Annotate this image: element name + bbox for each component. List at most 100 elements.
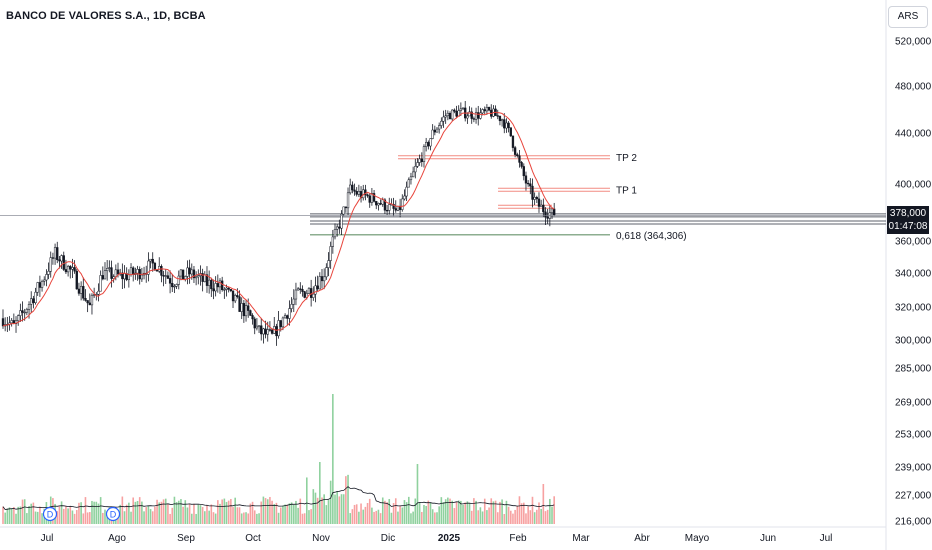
candle-body [435,128,439,133]
volume-bar [240,513,243,524]
volume-bar [416,464,419,524]
candle-body [353,189,356,192]
candle-body [25,309,29,313]
candle-body [184,276,187,280]
volume-bar [212,512,215,524]
volume-bar [329,480,332,524]
volume-bar [394,498,397,524]
volume-bar [158,502,161,524]
volume-bar [316,497,319,524]
y-tick-label: 520,000 [895,37,932,48]
volume-bar [481,511,484,524]
volume-bar [15,513,17,524]
candle-body [49,257,52,272]
candle-body [27,304,31,310]
candle-body [177,275,180,285]
volume-bar [338,496,341,524]
currency-button[interactable]: ARS [888,6,928,28]
volume-bar [188,504,191,524]
y-tick-label: 285,000 [895,364,932,375]
candle-body [425,142,428,147]
candle-body [116,269,120,275]
candle-body [294,289,298,300]
volume-bar [260,501,263,524]
candle-body [75,270,78,290]
volume-bar [275,502,278,524]
candle-body [416,162,419,167]
volume-bar [243,512,245,524]
x-axis-ticks: Jul Ago Sep Oct Nov Dic 2025 Feb Mar Abr Mayo Jun Ju… [41,533,833,544]
volume-bar [17,506,19,524]
y-tick-label: 227,000 [895,491,932,502]
candle-body [444,115,447,118]
candle-body [101,275,104,280]
candle-body [186,267,189,277]
candle-body [216,283,219,288]
volume-bar [125,504,128,524]
candle-body [318,276,321,290]
candle-body [266,329,269,335]
volume-bar [173,496,176,524]
candle-body [108,267,111,269]
volume-bar [249,503,252,524]
candle-body [427,142,430,147]
candle-body [542,204,545,213]
candle-body [513,147,517,155]
candle-body [275,326,278,337]
candle-body [30,298,33,305]
candle-body [90,294,94,306]
candle-body [485,107,489,112]
volume-bar [544,511,547,524]
candle-body [247,305,250,311]
volume-bar [384,500,386,524]
dividend-marker[interactable] [42,506,58,522]
volume-bar [10,508,13,524]
candle-body [114,269,117,277]
candle-body [466,115,469,119]
candle-body [45,274,48,281]
candle-body [290,304,293,309]
volume-bar [340,494,343,524]
volume-bar [358,511,360,524]
volume-bar [421,511,423,524]
volume-bar [442,502,445,524]
volume-bar [453,508,456,524]
volume-bar [494,500,497,524]
volume-bar [440,497,443,524]
volume-bar [549,498,551,524]
volume-bar [78,502,80,524]
candle-body [405,186,408,197]
candle-body [540,204,543,207]
volume-bar [444,499,447,524]
candle-body [520,162,523,167]
candle-body [357,191,361,195]
y-tick-label: 360,000 [895,237,932,248]
volume-bar [143,511,145,524]
volume-bar [531,496,534,524]
volume-bar [438,506,440,524]
volume-bar [6,508,9,524]
candle-body [431,129,434,139]
candle-body [268,329,272,331]
candle-body [468,111,471,117]
volume-bar [245,512,247,524]
volume-bar [269,496,271,524]
volume-bar [201,507,204,524]
volume-bar [460,500,462,524]
volume-bar [75,510,78,524]
candle-body [147,260,150,275]
candle-body [60,255,63,262]
candle-body [375,201,378,206]
candle-body [401,198,404,210]
candle-body [160,266,163,276]
volume-bar [542,484,545,524]
volume-bar [429,502,432,524]
volume-bar [130,511,132,524]
candle-body [153,262,157,271]
candle-body [433,129,436,133]
dividend-marker[interactable] [105,506,121,522]
candle-body [349,184,352,194]
volume-bar [62,508,65,524]
